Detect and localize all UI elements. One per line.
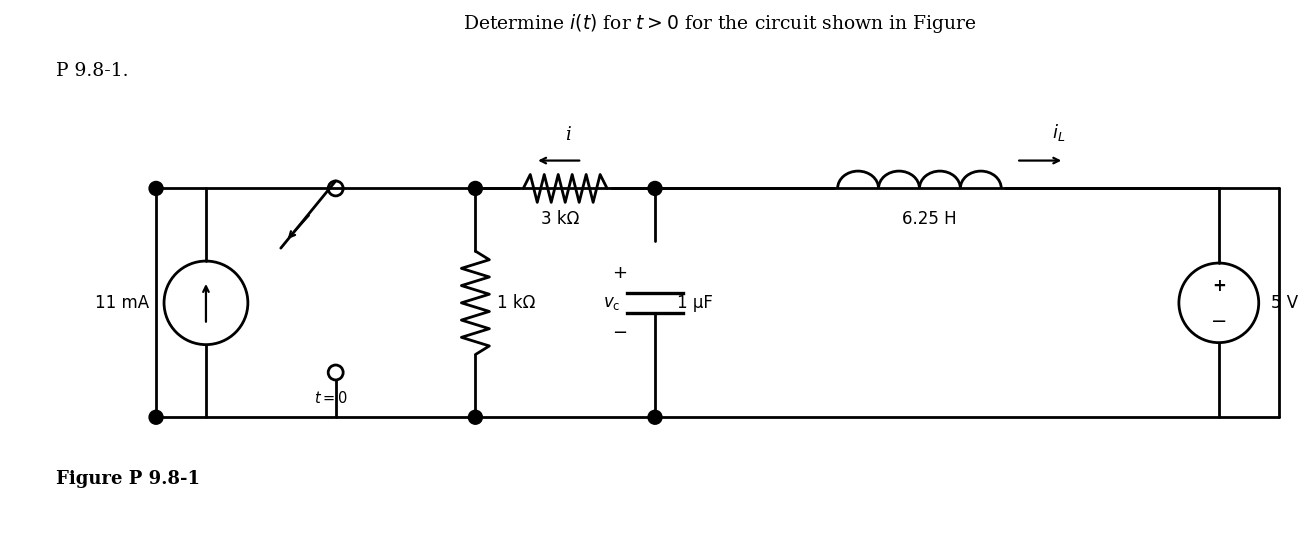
Text: −: − xyxy=(613,324,627,342)
Circle shape xyxy=(149,411,163,424)
Circle shape xyxy=(468,411,483,424)
Text: $v_{\rm c}$: $v_{\rm c}$ xyxy=(602,294,621,312)
Text: 11 mA: 11 mA xyxy=(95,294,149,312)
Text: 1 μF: 1 μF xyxy=(677,294,713,312)
Text: $i_L$: $i_L$ xyxy=(1052,122,1065,143)
Text: Figure P 9.8-1: Figure P 9.8-1 xyxy=(57,470,200,488)
Circle shape xyxy=(149,181,163,195)
Circle shape xyxy=(648,181,661,195)
Text: 3 kΩ: 3 kΩ xyxy=(540,210,580,228)
Text: 5 V: 5 V xyxy=(1270,294,1298,312)
Text: Determine $i(t)$ for $t > 0$ for the circuit shown in Figure: Determine $i(t)$ for $t > 0$ for the cir… xyxy=(463,12,977,35)
Circle shape xyxy=(648,411,661,424)
Text: i: i xyxy=(565,125,571,144)
Text: +: + xyxy=(1212,277,1226,295)
Text: 6.25 H: 6.25 H xyxy=(902,210,957,228)
Text: P 9.8-1.: P 9.8-1. xyxy=(57,62,129,80)
Circle shape xyxy=(468,181,483,195)
Text: $t = 0$: $t = 0$ xyxy=(314,390,347,406)
Text: −: − xyxy=(1211,312,1227,331)
Text: +: + xyxy=(613,264,627,282)
Text: 1 kΩ: 1 kΩ xyxy=(497,294,535,312)
